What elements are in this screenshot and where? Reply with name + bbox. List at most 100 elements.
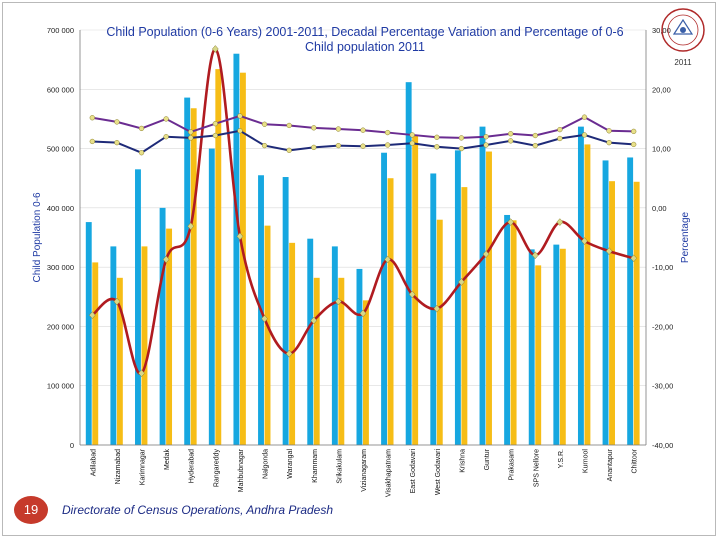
bar <box>166 228 173 445</box>
line-marker <box>508 131 514 137</box>
category-label: Hyderabad <box>189 449 196 483</box>
line-marker <box>508 138 514 144</box>
bar <box>602 160 609 445</box>
line-marker <box>408 290 416 299</box>
bar <box>307 238 314 445</box>
line-marker <box>557 135 563 142</box>
bar <box>535 265 542 445</box>
line-marker <box>188 129 194 135</box>
line-marker <box>434 144 440 150</box>
line-marker <box>162 255 170 264</box>
left-tick-label: 400 000 <box>47 204 74 213</box>
category-label: Krishna <box>459 449 466 473</box>
line-marker <box>212 45 219 53</box>
line-marker <box>212 132 218 139</box>
line-marker <box>335 126 342 132</box>
line-marker <box>335 297 342 306</box>
line-marker <box>237 113 243 119</box>
census-logo: 2011 <box>661 8 705 67</box>
bar <box>264 225 271 445</box>
line-marker <box>384 142 391 148</box>
chart-title: Child Population (0-6 Years) 2001-2011, … <box>106 25 624 39</box>
bar <box>454 150 461 445</box>
line-marker <box>236 232 244 241</box>
chart-title-line2: Child population 2011 <box>304 40 425 54</box>
y-axis-title-left: Child Population 0-6 <box>32 192 43 282</box>
bar <box>436 219 443 445</box>
line-marker <box>631 128 637 135</box>
line-marker <box>557 126 563 133</box>
line-marker <box>532 132 538 139</box>
line-marker <box>458 135 465 141</box>
category-label: Visakhapatnam <box>386 449 393 497</box>
bar <box>479 126 486 445</box>
line-marker <box>458 145 465 152</box>
bar <box>356 268 363 445</box>
bar <box>282 177 289 445</box>
bar <box>331 246 338 445</box>
category-label: Khammam <box>312 449 319 483</box>
left-tick-label: 700 000 <box>47 26 74 35</box>
bar <box>159 207 166 445</box>
line-marker <box>409 132 415 138</box>
category-label: Chittoor <box>632 448 639 473</box>
bar <box>553 244 560 445</box>
series-line <box>92 114 634 139</box>
bar <box>559 248 566 445</box>
bar <box>405 82 412 446</box>
bar <box>239 72 246 445</box>
line-marker <box>286 122 292 129</box>
line-marker <box>556 218 564 226</box>
line-marker <box>606 139 612 146</box>
category-label: Guntur <box>484 448 491 470</box>
bar <box>528 249 535 445</box>
left-tick-label: 0 <box>70 441 74 450</box>
bar <box>510 220 517 445</box>
left-tick-label: 600 000 <box>47 85 74 94</box>
bar <box>135 169 141 446</box>
bar <box>141 246 148 445</box>
right-tick-label: -40,00 <box>652 441 673 450</box>
line-marker <box>360 143 366 149</box>
line-marker <box>605 247 613 256</box>
line-marker <box>188 135 194 141</box>
line-marker <box>532 142 538 149</box>
line-marker <box>310 316 318 325</box>
category-label: Kurnool <box>582 449 589 474</box>
category-label: Nalgonda <box>263 449 270 479</box>
bar <box>381 152 388 445</box>
category-label: SPS Nellore <box>533 449 540 487</box>
bar <box>215 69 222 445</box>
line-marker <box>138 125 145 132</box>
line-marker <box>88 311 96 320</box>
line-marker <box>360 127 366 133</box>
bar <box>486 151 492 446</box>
line-marker <box>433 304 441 313</box>
bar <box>289 242 296 445</box>
line-marker <box>581 114 588 120</box>
bar <box>313 277 320 445</box>
line-marker <box>286 147 292 154</box>
bar <box>184 97 191 445</box>
right-tick-label: 20,00 <box>652 85 671 94</box>
category-label: East Godavari <box>410 449 417 494</box>
category-label: Warangal <box>287 449 294 479</box>
bar <box>504 214 511 445</box>
left-tick-label: 100 000 <box>47 382 74 391</box>
category-label: Karimnagar <box>140 448 147 485</box>
line-marker <box>138 150 145 156</box>
bar <box>190 108 197 445</box>
bar <box>633 181 640 445</box>
right-tick-label: 10,00 <box>652 145 671 154</box>
line-marker <box>89 115 95 121</box>
category-label: Prakasam <box>509 449 516 481</box>
left-tick-label: 200 000 <box>47 322 74 331</box>
right-tick-label: -30,00 <box>652 382 673 391</box>
category-label: West Godavari <box>435 449 442 496</box>
left-tick-label: 300 000 <box>47 263 74 272</box>
line-marker <box>507 218 514 226</box>
line-marker <box>261 314 268 323</box>
category-label: Adilabad <box>90 449 97 476</box>
